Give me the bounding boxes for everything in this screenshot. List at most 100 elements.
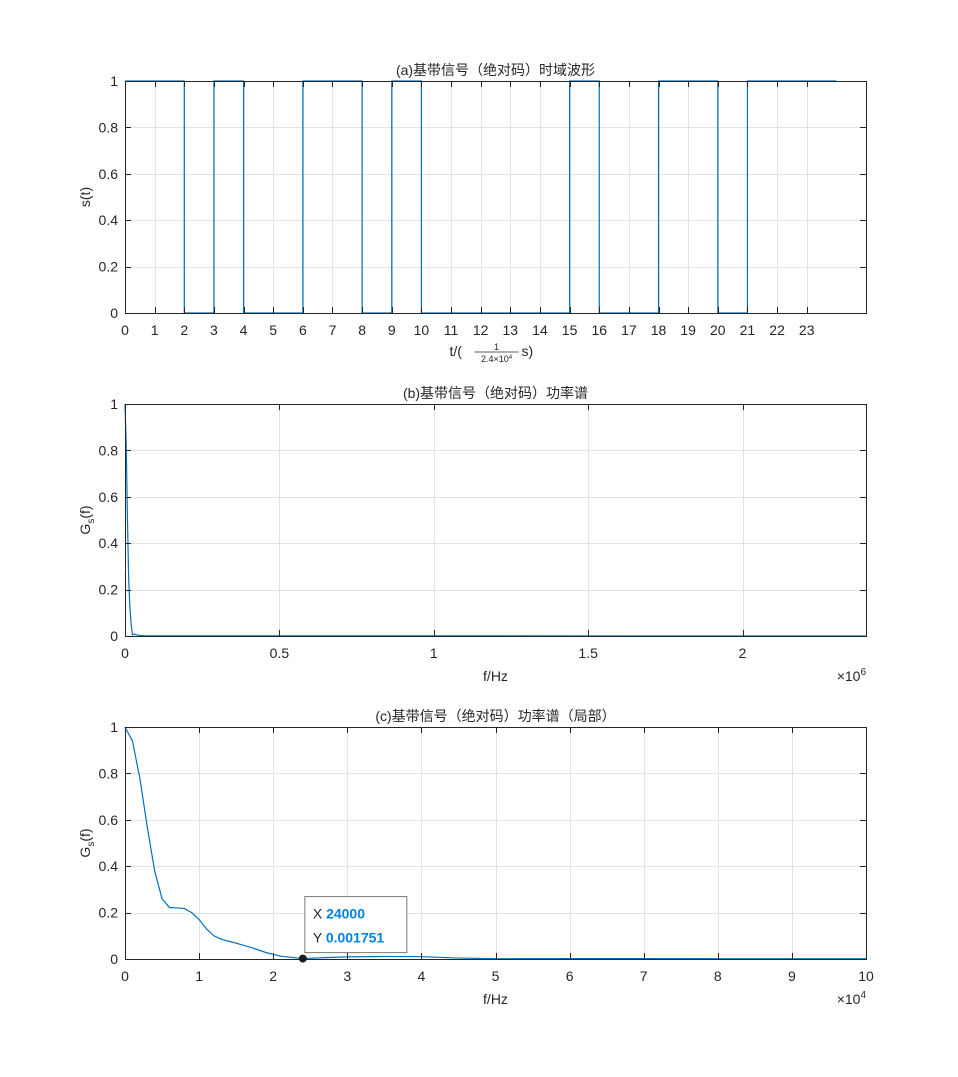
chart-b: 0 0.5 1 1.5 2 0 0.2 0.4 0.6 0.8 1 (b)基带信号（绝对码）功率谱 Gs… (77, 385, 867, 684)
x-label-den-exp: 4 (509, 355, 513, 361)
y-tick-label: 0.4 (99, 858, 119, 874)
chart-title: (c)基带信号（绝对码）功率谱（局部） (375, 708, 615, 724)
x-tick-label: 7 (640, 968, 648, 984)
datatip-x-value: 24000 (326, 906, 365, 922)
x-label-numerator: 1 (494, 342, 499, 352)
y-label-main: G (77, 847, 93, 858)
series-line (124, 403, 867, 637)
x-tick-label: 6 (566, 968, 574, 984)
x-tick-label: 0.5 (270, 645, 290, 661)
x-tick-label: 1 (151, 322, 159, 338)
x-tick-label: 2 (269, 968, 277, 984)
x-axis-label: f/Hz (483, 668, 508, 684)
y-label-main: G (77, 524, 93, 535)
x-exponent-label: ×104 (837, 990, 867, 1007)
x-tick-label: 10 (414, 322, 430, 338)
exponent-base: ×10 (837, 668, 861, 684)
x-label-prefix: t/( (450, 343, 463, 359)
x-tick-label: 5 (269, 322, 277, 338)
x-tick-label: 21 (740, 322, 756, 338)
datatip-y: Y 0.001751 (313, 930, 385, 946)
datatip-marker[interactable] (298, 954, 307, 963)
y-tick-label: 0.6 (99, 489, 119, 505)
x-tick-label: 0 (121, 968, 129, 984)
exponent-power: 6 (860, 667, 866, 678)
x-tick-label: 20 (710, 322, 726, 338)
plot-area (125, 727, 866, 959)
x-label-den-base: 2.4×10 (481, 354, 509, 364)
y-tick-label: 0.8 (99, 765, 119, 781)
chart-title: (a)基带信号（绝对码）时域波形 (396, 62, 595, 78)
y-label-tail: (f) (77, 505, 93, 518)
chart-c: 0 1 2 3 4 5 6 7 8 9 10 0 0.2 0.4 0.6 0.8 1 (c)基带信号（绝对码）功率… (77, 708, 874, 1007)
datatip-x-label: X (313, 906, 326, 922)
x-tick-label: 9 (388, 322, 396, 338)
y-tick-label: 1 (110, 396, 118, 412)
x-tick-label: 15 (562, 322, 578, 338)
x-label-denominator: 2.4×104 (481, 354, 513, 364)
plot-area (125, 81, 866, 313)
x-tick-label: 23 (799, 322, 815, 338)
x-tick-label: 9 (788, 968, 796, 984)
x-tick-label: 8 (714, 968, 722, 984)
ticks (125, 81, 866, 314)
x-tick-label: 13 (503, 322, 519, 338)
x-tick-label: 1.5 (578, 645, 598, 661)
x-tick-label: 17 (621, 322, 637, 338)
x-tick-label: 4 (240, 322, 248, 338)
x-tick-label: 4 (418, 968, 426, 984)
x-tick-label: 18 (651, 322, 667, 338)
x-tick-label: 1 (430, 645, 438, 661)
x-tick-label: 16 (591, 322, 607, 338)
x-tick-label: 7 (329, 322, 337, 338)
x-axis-label: t/( 1 2.4×104 s) (450, 342, 534, 364)
exponent-power: 4 (860, 990, 866, 1001)
y-tick-label: 1 (110, 73, 118, 89)
y-axis-label: Gs(f) (77, 505, 97, 534)
y-tick-label: 0.2 (99, 905, 119, 921)
x-exponent-label: ×106 (837, 667, 867, 684)
x-tick-label: 14 (532, 322, 548, 338)
y-tick-label: 0 (110, 628, 118, 644)
datatip-y-value: 0.001751 (326, 930, 385, 946)
ticks (125, 404, 866, 637)
y-label-tail: (f) (77, 828, 93, 841)
x-tick-label: 3 (343, 968, 351, 984)
y-label-sub: s (86, 519, 97, 524)
y-tick-label: 0.8 (99, 119, 119, 135)
chart-title: (b)基带信号（绝对码）功率谱 (403, 385, 588, 401)
x-tick-label: 12 (473, 322, 489, 338)
ticks (125, 727, 867, 960)
y-tick-label: 0.4 (99, 535, 119, 551)
x-axis-label: f/Hz (483, 991, 508, 1007)
axes-box (125, 81, 867, 314)
x-tick-label: 0 (121, 645, 129, 661)
x-tick-label: 6 (299, 322, 307, 338)
x-label-suffix: s) (522, 343, 534, 359)
y-axis-label: s(t) (77, 187, 93, 207)
series-line (124, 726, 866, 960)
x-tick-label: 2 (739, 645, 747, 661)
x-tick-label: 10 (858, 968, 874, 984)
datatip-y-label: Y (313, 930, 326, 946)
x-tick-label: 11 (444, 322, 459, 338)
plot-area (125, 404, 866, 636)
x-tick-label: 1 (195, 968, 203, 984)
x-tick-label: 2 (180, 322, 188, 338)
y-tick-label: 0.4 (99, 212, 119, 228)
datatip-x: X 24000 (313, 906, 365, 922)
y-tick-label: 0.6 (99, 166, 119, 182)
y-tick-label: 0 (110, 305, 118, 321)
x-tick-label: 0 (121, 322, 129, 338)
y-tick-label: 0.2 (99, 259, 119, 275)
y-axis-label: Gs(f) (77, 828, 97, 857)
y-tick-label: 0.2 (99, 582, 119, 598)
x-tick-label: 22 (769, 322, 785, 338)
axes-box (125, 404, 867, 637)
x-tick-label: 19 (680, 322, 696, 338)
x-tick-label: 8 (358, 322, 366, 338)
y-tick-label: 0 (110, 951, 118, 967)
y-label-sub: s (86, 842, 97, 847)
